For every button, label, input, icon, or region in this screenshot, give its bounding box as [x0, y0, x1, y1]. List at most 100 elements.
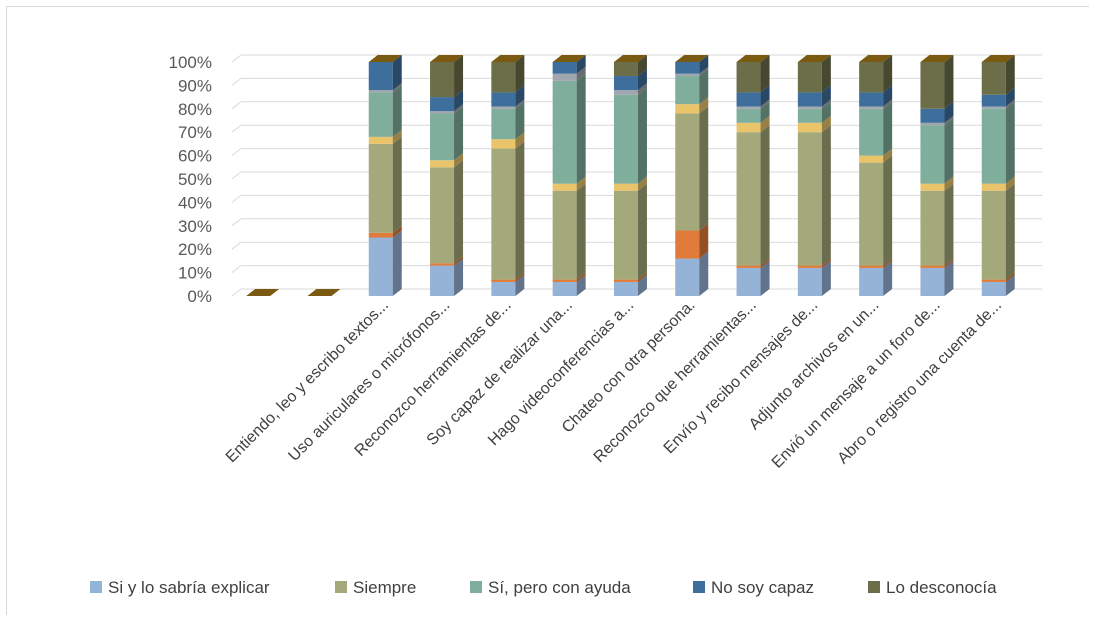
bar-front: [920, 125, 945, 184]
bar-front: [981, 183, 1006, 191]
bar-segment: [491, 99, 525, 109]
bar-front: [613, 190, 638, 280]
bar-side: [392, 230, 402, 296]
bar-front: [430, 265, 455, 296]
bar-front: [797, 265, 822, 268]
bar-side: [454, 258, 464, 296]
y-tick-label: 50%: [178, 170, 212, 189]
bar-top: [613, 55, 647, 62]
bar-segment: [981, 176, 1015, 191]
bar-front: [552, 80, 577, 184]
bar-front: [368, 136, 393, 144]
bar-side: [883, 85, 893, 107]
bar-front: [981, 108, 1006, 184]
bar-front: [920, 122, 945, 126]
bar-stack: [307, 289, 341, 296]
bar-side: [454, 104, 464, 114]
bar-segment: [430, 104, 464, 114]
bar-segment: [430, 90, 464, 112]
bar-side: [454, 90, 464, 112]
bar-side: [576, 176, 586, 191]
bar-segment: [797, 260, 831, 296]
bar-segment: [430, 160, 464, 264]
bar-segment: [491, 272, 525, 282]
bar-segment: [430, 153, 464, 168]
bar-front: [613, 279, 638, 282]
bar-segment: [859, 99, 893, 109]
bar-segment: [491, 132, 525, 149]
bar-front: [675, 258, 700, 296]
bar-segment: [368, 129, 402, 144]
bar-front: [736, 122, 761, 133]
bar-stack: [430, 55, 464, 296]
bar-side: [821, 258, 831, 268]
bar-front: [920, 265, 945, 268]
bar-side: [821, 55, 831, 93]
bar-front: [368, 90, 393, 93]
bar-front: [797, 267, 822, 296]
bar-segment: [552, 272, 586, 282]
bar-side: [821, 125, 831, 266]
legend-item: Si y lo sabría explicar: [90, 578, 270, 597]
bar-front: [797, 106, 822, 109]
bar-segment: [613, 69, 647, 91]
bar-front: [797, 132, 822, 266]
bar-front: [613, 90, 638, 95]
bar-segment: [613, 274, 647, 296]
bar-segment: [920, 260, 954, 296]
bar-front: [736, 62, 761, 93]
bar-segment: [920, 118, 954, 184]
bar-top: [491, 55, 525, 62]
bar-segment: [613, 55, 647, 77]
bar-front: [613, 281, 638, 296]
bar-front: [981, 281, 1006, 296]
bar-side: [392, 83, 402, 93]
legend-label: Siempre: [353, 578, 416, 597]
bar-side: [515, 274, 525, 296]
gridline-depth: [231, 195, 242, 203]
bar-front: [859, 267, 884, 296]
bar-front: [491, 108, 516, 140]
bar-front: [920, 267, 945, 296]
bar-front: [675, 230, 700, 259]
bar-empty: [307, 289, 341, 296]
legend-swatch: [868, 581, 880, 593]
bar-front: [981, 62, 1006, 95]
gridline-depth: [231, 78, 242, 86]
legend-label: Si y lo sabría explicar: [108, 578, 270, 597]
bar-side: [515, 101, 525, 140]
bar-front: [736, 267, 761, 296]
bar-segment: [430, 258, 464, 296]
bar-stack: [859, 55, 893, 296]
bar-segment: [736, 101, 770, 123]
bar-stack: [552, 55, 586, 296]
bar-front: [797, 62, 822, 93]
bar-front: [430, 263, 455, 266]
bar-side: [699, 251, 709, 296]
bar-side: [883, 260, 893, 296]
bar-front: [675, 76, 700, 105]
bar-side: [1005, 272, 1015, 282]
bar-front: [859, 92, 884, 107]
bar-segment: [552, 176, 586, 191]
legend-item: Siempre: [335, 578, 416, 597]
bar-side: [454, 153, 464, 168]
bar-top: [368, 55, 402, 62]
bar-segment: [859, 101, 893, 156]
bar-side: [515, 141, 525, 280]
bar-side: [515, 55, 525, 93]
bar-side: [576, 272, 586, 282]
bar-front: [491, 106, 516, 109]
bar-segment: [368, 230, 402, 296]
bar-segment: [797, 99, 831, 109]
y-tick-label: 40%: [178, 193, 212, 212]
bar-side: [699, 55, 709, 74]
bar-side: [637, 87, 647, 184]
bar-stack: [797, 55, 831, 296]
y-tick-label: 30%: [178, 217, 212, 236]
bar-front: [430, 97, 455, 112]
bar-segment: [368, 83, 402, 93]
bar-segment: [430, 55, 464, 98]
bar-segment: [552, 73, 586, 184]
